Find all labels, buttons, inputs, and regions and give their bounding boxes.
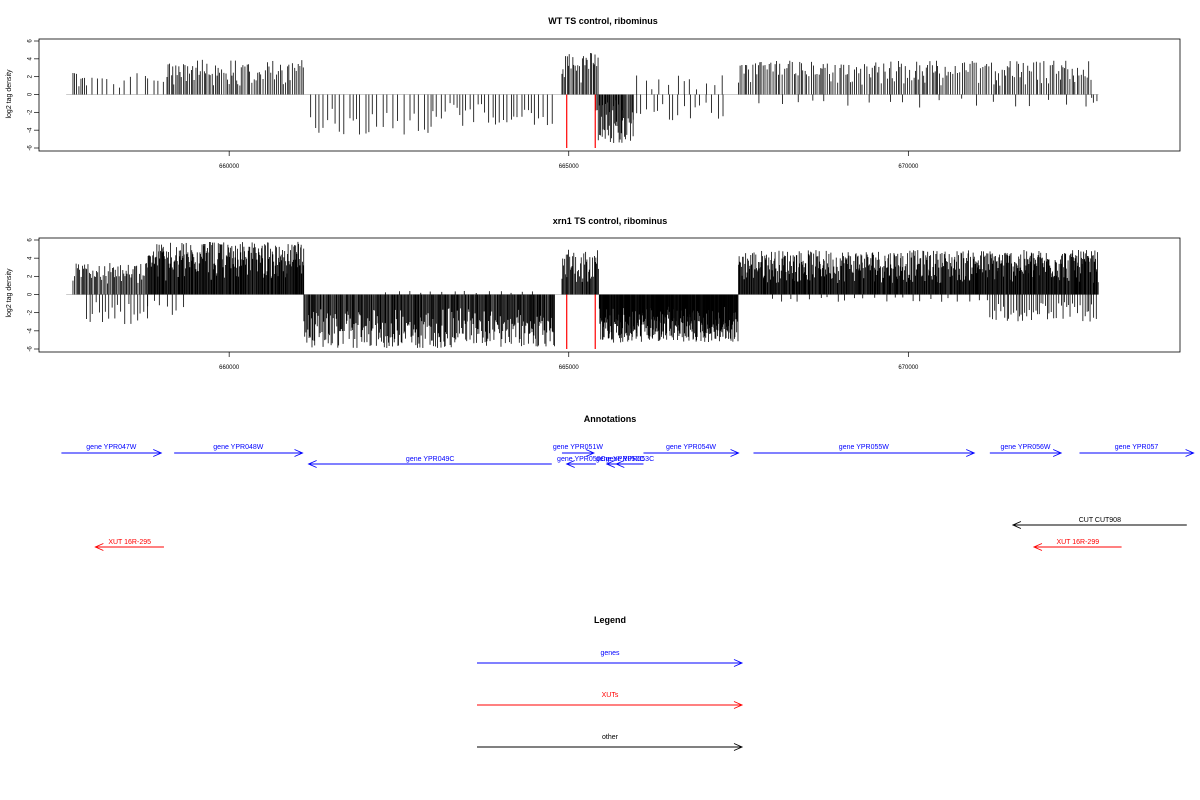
y-tick-label: -2	[28, 109, 34, 115]
feature-arrowhead	[585, 449, 596, 457]
y-tick-label: 6	[28, 238, 34, 242]
annotation-feature: gene YPR049C	[307, 456, 552, 468]
feature-arrowhead	[733, 743, 744, 751]
feature-arrowhead	[294, 449, 304, 457]
annotation-feature: gene YPR053C	[606, 456, 655, 468]
feature-label: gene YPR051W	[553, 444, 603, 451]
xrn1-markers	[566, 294, 596, 349]
legend-entry: XUTs	[477, 692, 744, 709]
x-tick-label: 660000	[219, 164, 240, 170]
y-tick-label: -6	[28, 346, 34, 352]
wt-y-axis-label: log2 tag density	[6, 69, 13, 119]
feature-arrowhead	[1052, 449, 1063, 457]
wt-bars	[66, 53, 1099, 143]
annotation-feature: XUT 16R-295	[94, 539, 164, 551]
x-tick-label: 660000	[219, 365, 240, 371]
feature-arrowhead	[1185, 449, 1195, 457]
legend-entry-label: other	[602, 734, 619, 741]
annotation-feature: gene YPR056W	[989, 444, 1063, 457]
y-tick-label: 6	[28, 39, 34, 43]
y-tick-label: -2	[28, 309, 34, 315]
y-tick-label: 0	[28, 292, 34, 296]
annotation-feature: gene YPR047W	[61, 444, 163, 457]
feature-label: gene YPR050C	[557, 456, 606, 463]
annotations-title: Annotations	[584, 414, 637, 424]
wt-y-axis: -6 -4 -2 0 2 4 6	[28, 39, 39, 151]
y-tick-label: 4	[28, 57, 34, 61]
y-tick-label: 0	[28, 92, 34, 96]
legend-entry: other	[477, 734, 744, 751]
feature-arrowhead	[730, 449, 740, 457]
feature-arrowhead	[605, 460, 615, 468]
legend: Legend genes XUTs other	[477, 615, 744, 751]
xrn1-bars	[66, 241, 1099, 348]
feature-label: gene YPR057	[1115, 444, 1159, 451]
y-tick-label: -4	[28, 127, 34, 133]
feature-arrowhead	[1032, 543, 1043, 551]
xrn1-track-title: xrn1 TS control, ribominus	[553, 216, 668, 226]
feature-label: gene YPR049C	[406, 456, 455, 463]
feature-label: gene YPR048W	[213, 444, 263, 451]
annotation-feature: gene YPR048W	[174, 444, 304, 457]
legend-entry: genes	[477, 650, 744, 667]
feature-label: XUT 16R-299	[1056, 539, 1099, 546]
feature-arrowhead	[1011, 521, 1022, 529]
feature-label: gene YPR056W	[1000, 444, 1050, 451]
legend-entry-label: genes	[600, 650, 620, 657]
legend-entry-label: XUTs	[602, 692, 619, 699]
wt-plot-frame	[38, 38, 1181, 152]
feature-arrowhead	[966, 449, 976, 457]
feature-arrowhead	[615, 460, 625, 468]
feature-arrowhead	[733, 701, 744, 709]
feature-label: gene YPR054W	[666, 444, 716, 451]
annotation-feature: XUT 16R-299	[1032, 539, 1122, 551]
feature-label: gene YPR052C	[596, 456, 645, 463]
annotation-feature: CUT CUT908	[1011, 517, 1187, 529]
feature-arrowhead	[565, 460, 575, 468]
y-tick-label: 2	[28, 274, 34, 278]
y-tick-label: -6	[28, 145, 34, 151]
xrn1-y-axis: -6 -4 -2 0 2 4 6	[28, 238, 39, 352]
feature-label: gene YPR047W	[86, 444, 136, 451]
annotation-feature: gene YPR050C	[557, 456, 606, 468]
y-tick-label: 4	[28, 256, 34, 260]
feature-arrowhead	[733, 659, 744, 667]
annotation-feature: gene YPR057	[1079, 444, 1195, 457]
annotation-track: Annotations gene YPR047W gene YPR048Wgene…	[61, 414, 1195, 551]
wt-track-panel: WT TS control, ribominus log2 tag densit…	[6, 16, 1181, 170]
feature-arrowhead	[307, 460, 317, 468]
xrn1-track-panel: xrn1 TS control, ribominus log2 tag dens…	[6, 216, 1181, 371]
feature-label: CUT CUT908	[1079, 517, 1121, 524]
annotation-feature: gene YPR054W	[643, 444, 740, 457]
feature-label: XUT 16R-295	[108, 539, 151, 546]
legend-entries: genes XUTs other	[477, 650, 744, 751]
feature-arrowhead	[153, 449, 163, 457]
y-tick-label: 2	[28, 74, 34, 78]
feature-label: gene YPR053C	[606, 456, 655, 463]
x-tick-label: 665000	[559, 365, 580, 371]
annotation-feature: gene YPR055W	[753, 444, 976, 457]
feature-arrowhead	[94, 543, 104, 551]
annotation-feature: gene YPR051W	[553, 444, 603, 457]
xrn1-y-axis-label: log2 tag density	[6, 268, 13, 318]
annotation-features: gene YPR047W gene YPR048W gene YPR049C gene…	[61, 444, 1195, 551]
legend-title: Legend	[594, 615, 626, 625]
wt-x-axis: 660000 665000 670000	[219, 151, 919, 170]
xrn1-x-axis: 660000 665000 670000	[219, 352, 919, 371]
x-tick-label: 665000	[559, 164, 580, 170]
x-tick-label: 670000	[898, 164, 919, 170]
x-tick-label: 670000	[898, 365, 919, 371]
wt-track-title: WT TS control, ribominus	[548, 16, 658, 26]
xrn1-plot-frame	[38, 237, 1181, 353]
y-tick-label: -4	[28, 328, 34, 334]
wt-markers	[566, 94, 596, 148]
feature-label: gene YPR055W	[839, 444, 889, 451]
